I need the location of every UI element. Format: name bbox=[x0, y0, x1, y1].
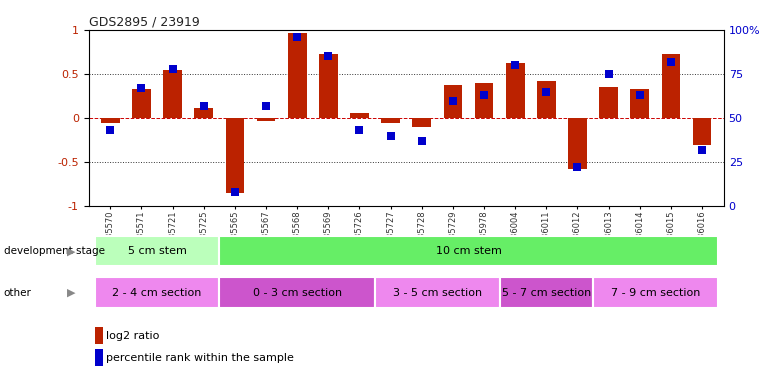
Text: 5 cm stem: 5 cm stem bbox=[128, 246, 186, 256]
Point bbox=[260, 103, 273, 109]
Text: development stage: development stage bbox=[4, 246, 105, 256]
Bar bbox=[132, 89, 151, 118]
Point bbox=[198, 103, 210, 109]
Point bbox=[136, 85, 148, 91]
Bar bbox=[95, 278, 219, 308]
Bar bbox=[631, 89, 649, 118]
Point bbox=[416, 138, 428, 144]
Text: 0 - 3 cm section: 0 - 3 cm section bbox=[253, 288, 342, 297]
Bar bbox=[568, 118, 587, 169]
Text: ▶: ▶ bbox=[67, 288, 75, 297]
Bar bbox=[693, 118, 711, 145]
Point bbox=[104, 128, 116, 134]
Bar bbox=[226, 118, 244, 193]
Bar bbox=[163, 70, 182, 118]
Point bbox=[509, 62, 521, 68]
Point bbox=[384, 133, 397, 139]
Bar bbox=[599, 87, 618, 118]
Bar bbox=[95, 327, 102, 344]
Point bbox=[478, 92, 490, 98]
Text: GDS2895 / 23919: GDS2895 / 23919 bbox=[89, 16, 199, 29]
Bar bbox=[413, 118, 431, 127]
Text: 7 - 9 cm section: 7 - 9 cm section bbox=[611, 288, 700, 297]
Bar bbox=[95, 350, 102, 366]
Point bbox=[602, 71, 614, 77]
Point bbox=[322, 54, 334, 60]
Point bbox=[696, 147, 708, 153]
Text: ▶: ▶ bbox=[67, 246, 75, 256]
Point bbox=[166, 66, 179, 72]
Bar bbox=[219, 278, 375, 308]
Text: other: other bbox=[4, 288, 32, 297]
Point bbox=[571, 165, 584, 171]
Bar bbox=[474, 83, 494, 118]
Point bbox=[665, 59, 677, 65]
Bar bbox=[444, 85, 462, 118]
Text: 5 - 7 cm section: 5 - 7 cm section bbox=[502, 288, 591, 297]
Point bbox=[634, 92, 646, 98]
Bar bbox=[319, 54, 338, 118]
Bar bbox=[661, 54, 680, 118]
Bar bbox=[350, 113, 369, 118]
Bar bbox=[256, 118, 276, 121]
Point bbox=[447, 98, 459, 104]
Bar bbox=[506, 63, 524, 118]
Point bbox=[540, 89, 552, 95]
Bar bbox=[194, 108, 213, 118]
Bar bbox=[219, 236, 718, 266]
Bar bbox=[95, 236, 219, 266]
Bar bbox=[288, 33, 306, 118]
Bar bbox=[375, 278, 500, 308]
Bar bbox=[537, 81, 556, 118]
Point bbox=[353, 128, 366, 134]
Text: 10 cm stem: 10 cm stem bbox=[436, 246, 501, 256]
Text: log2 ratio: log2 ratio bbox=[105, 331, 159, 341]
Bar bbox=[593, 278, 718, 308]
Bar bbox=[101, 118, 119, 123]
Text: 2 - 4 cm section: 2 - 4 cm section bbox=[112, 288, 202, 297]
Point bbox=[229, 189, 241, 195]
Bar bbox=[500, 278, 593, 308]
Bar bbox=[381, 118, 400, 123]
Point bbox=[291, 34, 303, 40]
Text: percentile rank within the sample: percentile rank within the sample bbox=[105, 353, 293, 363]
Text: 3 - 5 cm section: 3 - 5 cm section bbox=[393, 288, 482, 297]
